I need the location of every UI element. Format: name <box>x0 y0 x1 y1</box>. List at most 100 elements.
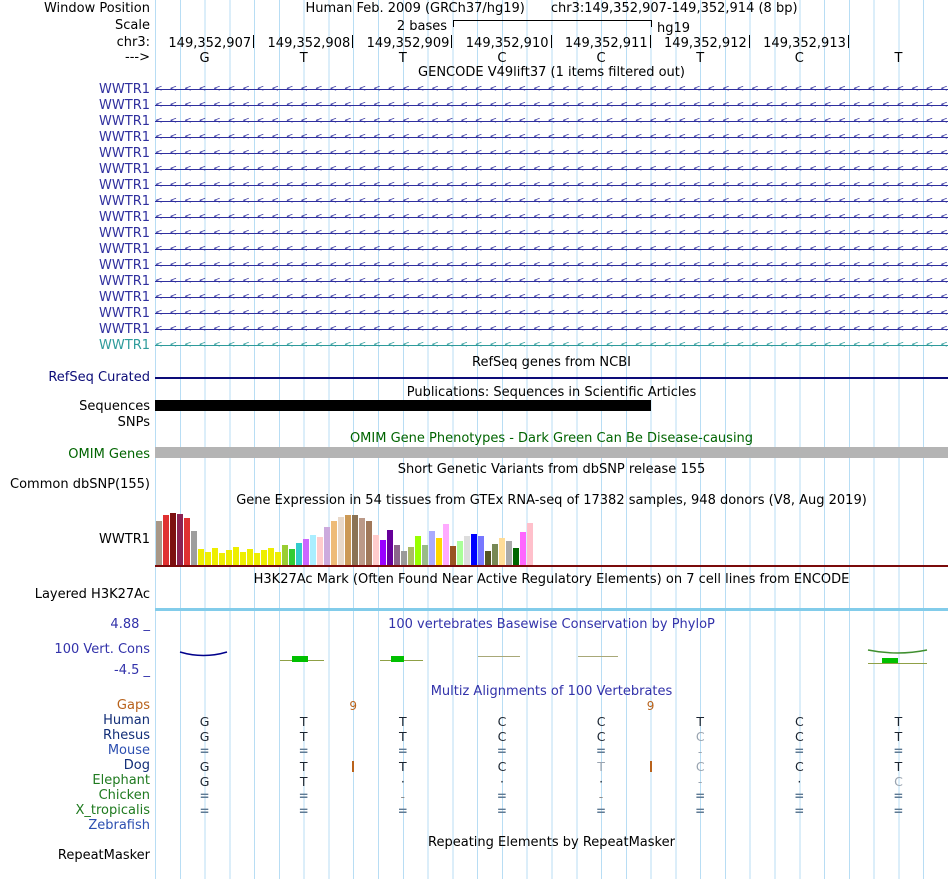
transcript-line[interactable]: <<<<<<<<<<<<<<<<<<<<<<<<<<<<<<<<<<<<<<<<… <box>155 194 948 209</box>
gtex-expression-bar[interactable] <box>317 537 323 565</box>
species-label[interactable]: Chicken <box>98 788 150 803</box>
transcript-line[interactable]: <<<<<<<<<<<<<<<<<<<<<<<<<<<<<<<<<<<<<<<<… <box>155 306 948 321</box>
gtex-expression-bar[interactable] <box>359 518 365 565</box>
omim-gene-item[interactable] <box>155 447 948 458</box>
transcript-label[interactable]: WWTR1 <box>99 114 150 129</box>
gtex-expression-bar[interactable] <box>366 521 372 565</box>
species-label[interactable]: X_tropicalis <box>75 803 151 818</box>
transcript-line[interactable]: <<<<<<<<<<<<<<<<<<<<<<<<<<<<<<<<<<<<<<<<… <box>155 162 948 177</box>
transcript-line[interactable]: <<<<<<<<<<<<<<<<<<<<<<<<<<<<<<<<<<<<<<<<… <box>155 226 948 241</box>
refseq-curated-label[interactable]: RefSeq Curated <box>48 370 150 385</box>
gtex-expression-bar[interactable] <box>527 523 533 565</box>
gtex-expression-bar[interactable] <box>464 536 470 565</box>
transcript-label[interactable]: WWTR1 <box>99 274 150 289</box>
common-dbsnp-label[interactable]: Common dbSNP(155) <box>10 477 150 492</box>
transcript-label[interactable]: WWTR1 <box>99 178 150 193</box>
gtex-expression-bar[interactable] <box>226 550 232 565</box>
gtex-expression-bar[interactable] <box>233 547 239 565</box>
gtex-expression-bar[interactable] <box>478 536 484 565</box>
gtex-expression-bar[interactable] <box>289 549 295 565</box>
gtex-expression-bar[interactable] <box>520 532 526 565</box>
gtex-expression-bar[interactable] <box>338 517 344 565</box>
gtex-expression-bar[interactable] <box>191 531 197 565</box>
transcript-line[interactable]: <<<<<<<<<<<<<<<<<<<<<<<<<<<<<<<<<<<<<<<<… <box>155 210 948 225</box>
gtex-expression-bar[interactable] <box>408 547 414 565</box>
gtex-expression-bar[interactable] <box>261 550 267 565</box>
gtex-expression-bar[interactable] <box>499 538 505 565</box>
transcript-line[interactable]: <<<<<<<<<<<<<<<<<<<<<<<<<<<<<<<<<<<<<<<<… <box>155 146 948 161</box>
gtex-expression-bar[interactable] <box>450 546 456 565</box>
gtex-expression-bar[interactable] <box>513 548 519 565</box>
gtex-expression-bar[interactable] <box>373 535 379 565</box>
species-label[interactable]: Zebrafish <box>88 818 150 833</box>
gtex-expression-bar[interactable] <box>310 535 316 565</box>
gtex-expression-bar[interactable] <box>345 515 351 565</box>
transcript-label[interactable]: WWTR1 <box>99 146 150 161</box>
transcript-label[interactable]: WWTR1 <box>99 210 150 225</box>
gtex-expression-bar[interactable] <box>184 518 190 565</box>
transcript-line[interactable]: <<<<<<<<<<<<<<<<<<<<<<<<<<<<<<<<<<<<<<<<… <box>155 178 948 193</box>
gtex-expression-bar[interactable] <box>247 549 253 565</box>
species-label[interactable]: Rhesus <box>102 728 150 743</box>
gtex-expression-bar[interactable] <box>254 553 260 565</box>
gtex-expression-bar[interactable] <box>177 514 183 565</box>
transcript-label[interactable]: WWTR1 <box>99 130 150 145</box>
gtex-expression-bar[interactable] <box>296 543 302 565</box>
transcript-label[interactable]: WWTR1 <box>99 306 150 321</box>
transcript-label[interactable]: WWTR1 <box>99 338 150 353</box>
publication-sequence-item[interactable] <box>155 400 651 411</box>
vert-cons-label[interactable]: 100 Vert. Cons <box>54 642 150 657</box>
repeatmasker-label[interactable]: RepeatMasker <box>57 848 150 863</box>
gtex-expression-bar[interactable] <box>324 527 330 565</box>
gtex-expression-bar[interactable] <box>352 515 358 565</box>
transcript-label[interactable]: WWTR1 <box>99 242 150 257</box>
gtex-expression-bar[interactable] <box>268 548 274 565</box>
gtex-expression-bar[interactable] <box>471 534 477 565</box>
gtex-expression-bar[interactable] <box>275 552 281 565</box>
species-label[interactable]: Dog <box>123 758 150 773</box>
transcript-line[interactable]: <<<<<<<<<<<<<<<<<<<<<<<<<<<<<<<<<<<<<<<<… <box>155 290 948 305</box>
transcript-label[interactable]: WWTR1 <box>99 194 150 209</box>
transcript-label[interactable]: WWTR1 <box>99 322 150 337</box>
species-label[interactable]: Human <box>103 713 150 728</box>
transcript-line[interactable]: <<<<<<<<<<<<<<<<<<<<<<<<<<<<<<<<<<<<<<<<… <box>155 258 948 273</box>
species-label[interactable]: Elephant <box>92 773 150 788</box>
gtex-expression-bar[interactable] <box>492 544 498 565</box>
gtex-expression-bar[interactable] <box>485 551 491 565</box>
gtex-expression-bar[interactable] <box>415 536 421 565</box>
transcript-line[interactable]: <<<<<<<<<<<<<<<<<<<<<<<<<<<<<<<<<<<<<<<<… <box>155 274 948 289</box>
transcript-line[interactable]: <<<<<<<<<<<<<<<<<<<<<<<<<<<<<<<<<<<<<<<<… <box>155 338 948 353</box>
transcript-line[interactable]: <<<<<<<<<<<<<<<<<<<<<<<<<<<<<<<<<<<<<<<<… <box>155 242 948 257</box>
gtex-expression-bar[interactable] <box>170 513 176 565</box>
transcript-label[interactable]: WWTR1 <box>99 258 150 273</box>
refseq-curated-item[interactable] <box>155 377 948 379</box>
gtex-expression-bar[interactable] <box>240 552 246 565</box>
transcript-label[interactable]: WWTR1 <box>99 98 150 113</box>
gtex-expression-bar[interactable] <box>156 521 162 565</box>
transcript-line[interactable]: <<<<<<<<<<<<<<<<<<<<<<<<<<<<<<<<<<<<<<<<… <box>155 322 948 337</box>
gtex-expression-bar[interactable] <box>282 545 288 565</box>
h3k27ac-signal[interactable] <box>155 608 948 611</box>
gtex-expression-bar[interactable] <box>401 551 407 565</box>
gtex-expression-bar[interactable] <box>436 538 442 565</box>
transcript-line[interactable]: <<<<<<<<<<<<<<<<<<<<<<<<<<<<<<<<<<<<<<<<… <box>155 114 948 129</box>
transcript-line[interactable]: <<<<<<<<<<<<<<<<<<<<<<<<<<<<<<<<<<<<<<<<… <box>155 98 948 113</box>
gtex-expression-bar[interactable] <box>394 545 400 565</box>
gtex-expression-bar[interactable] <box>387 530 393 565</box>
gtex-expression-bar[interactable] <box>457 541 463 565</box>
gtex-expression-bar[interactable] <box>331 521 337 565</box>
transcript-label[interactable]: WWTR1 <box>99 290 150 305</box>
gtex-expression-bar[interactable] <box>198 549 204 565</box>
gtex-expression-bar[interactable] <box>380 540 386 565</box>
snps-label[interactable]: SNPs <box>117 415 150 430</box>
gtex-expression-bar[interactable] <box>422 545 428 565</box>
sequences-label[interactable]: Sequences <box>79 399 150 414</box>
transcript-line[interactable]: <<<<<<<<<<<<<<<<<<<<<<<<<<<<<<<<<<<<<<<<… <box>155 82 948 97</box>
gtex-expression-bar[interactable] <box>429 531 435 565</box>
transcript-label[interactable]: WWTR1 <box>99 226 150 241</box>
layered-h3k27ac-label[interactable]: Layered H3K27Ac <box>34 587 150 602</box>
gtex-expression-bar[interactable] <box>506 541 512 565</box>
gtex-expression-bar[interactable] <box>443 524 449 565</box>
gtex-expression-bar[interactable] <box>212 548 218 565</box>
gtex-expression-bar[interactable] <box>219 553 225 565</box>
